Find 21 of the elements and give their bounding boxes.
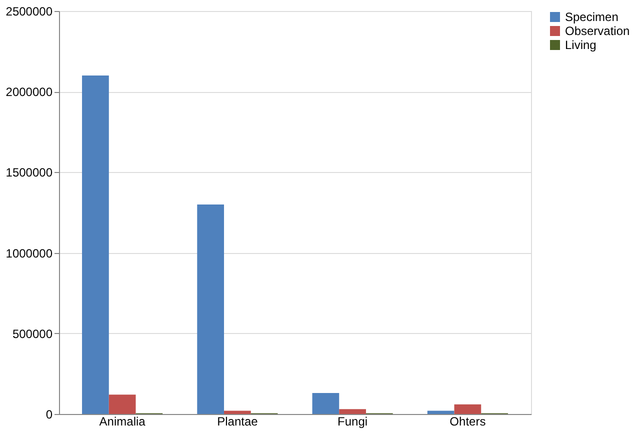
bar [312, 393, 340, 414]
x-tick-label: Ohters [450, 414, 486, 428]
bar [427, 410, 454, 414]
y-tick-label: 2500000 [6, 4, 53, 18]
y-tick-label: 0 [46, 408, 53, 422]
y-tick-label: 2000000 [6, 85, 53, 100]
legend-label: Observation [565, 24, 630, 38]
bar [197, 204, 224, 414]
bar [339, 409, 366, 414]
x-tick-label: Plantae [217, 414, 258, 428]
bar [108, 394, 136, 414]
bar [224, 410, 251, 414]
bar [454, 404, 482, 414]
x-tick-label: Animalia [99, 414, 146, 428]
legend-label: Specimen [565, 10, 618, 24]
bar [82, 75, 109, 414]
y-tick-label: 1500000 [6, 166, 53, 180]
x-tick-label: Fungi [338, 414, 368, 428]
legend-label: Living [565, 38, 596, 52]
y-tick-label: 500000 [12, 326, 53, 341]
y-tick-label: 1000000 [6, 246, 53, 260]
